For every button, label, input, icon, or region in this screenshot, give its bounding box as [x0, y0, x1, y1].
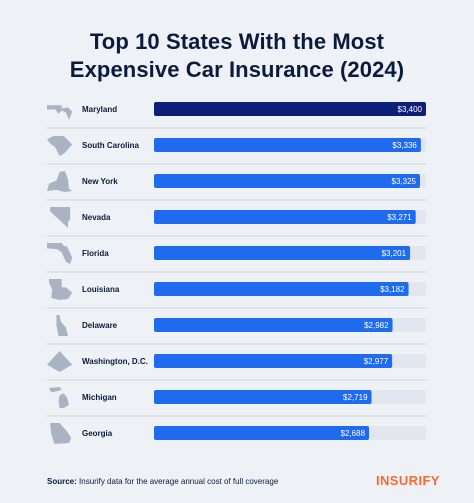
source-text: Insurify data for the average annual cos… [79, 477, 279, 486]
bar-louisiana [154, 282, 409, 296]
value-label-florida: $3,201 [382, 249, 407, 258]
michigan-icon [49, 387, 70, 408]
louisiana-icon [49, 279, 73, 300]
state-label-florida: Florida [82, 249, 109, 258]
georgia-icon-shape [50, 423, 72, 444]
source-label: Source: [47, 477, 77, 486]
georgia-icon [50, 423, 72, 444]
michigan-icon-shape [49, 387, 70, 408]
value-label-georgia: $2,688 [341, 429, 366, 438]
maryland-icon [47, 105, 73, 120]
state-label-michigan: Michigan [82, 393, 117, 402]
louisiana-icon-shape [49, 279, 73, 300]
value-label-louisiana: $3,182 [380, 285, 405, 294]
bar-washington-d-c [154, 354, 393, 368]
state-label-louisiana: Louisiana [82, 285, 120, 294]
delaware-icon-shape [56, 315, 68, 336]
florida-icon [47, 243, 73, 264]
bar-south-carolina [154, 138, 421, 152]
bar-michigan [154, 390, 372, 404]
chart-title-line-1: Top 10 States With the Most [89, 29, 385, 54]
nevada-icon [50, 207, 71, 228]
state-label-washington-d-c: Washington, D.C. [82, 357, 148, 366]
bar-florida [154, 246, 411, 260]
state-label-georgia: Georgia [82, 429, 113, 438]
florida-icon-shape [47, 243, 73, 264]
state-label-south-carolina: South Carolina [82, 141, 139, 150]
state-label-nevada: Nevada [82, 213, 111, 222]
value-label-nevada: $3,271 [387, 213, 412, 222]
maryland-icon-shape [47, 105, 73, 120]
washington-dc-icon-shape [47, 351, 73, 372]
value-label-michigan: $2,719 [343, 393, 368, 402]
value-label-new-york: $3,325 [392, 177, 417, 186]
bar-maryland [154, 102, 426, 116]
value-label-delaware: $2,982 [364, 321, 389, 330]
delaware-icon [56, 315, 68, 336]
chart-title-line-2: Expensive Car Insurance (2024) [69, 57, 405, 82]
state-label-new-york: New York [82, 177, 118, 186]
chart-title: Top 10 States With the Most Expensive Ca… [0, 28, 474, 84]
south-carolina-icon-shape [47, 136, 73, 156]
bar-georgia [154, 426, 370, 440]
bar-new-york [154, 174, 420, 188]
value-label-maryland: $3,400 [398, 105, 423, 114]
washington-dc-icon [47, 351, 73, 372]
state-label-delaware: Delaware [82, 321, 118, 330]
new-york-icon-shape [47, 171, 73, 192]
value-label-south-carolina: $3,336 [392, 141, 417, 150]
bar-nevada [154, 210, 416, 224]
state-label-maryland: Maryland [82, 105, 117, 114]
brand-logo: INSURIFY [376, 473, 440, 488]
south-carolina-icon [47, 136, 73, 156]
nevada-icon-shape [50, 207, 71, 228]
value-label-washington-d-c: $2,977 [364, 357, 389, 366]
new-york-icon [47, 171, 73, 192]
source-note: Source: Insurify data for the average an… [47, 477, 278, 486]
bar-delaware [154, 318, 393, 332]
